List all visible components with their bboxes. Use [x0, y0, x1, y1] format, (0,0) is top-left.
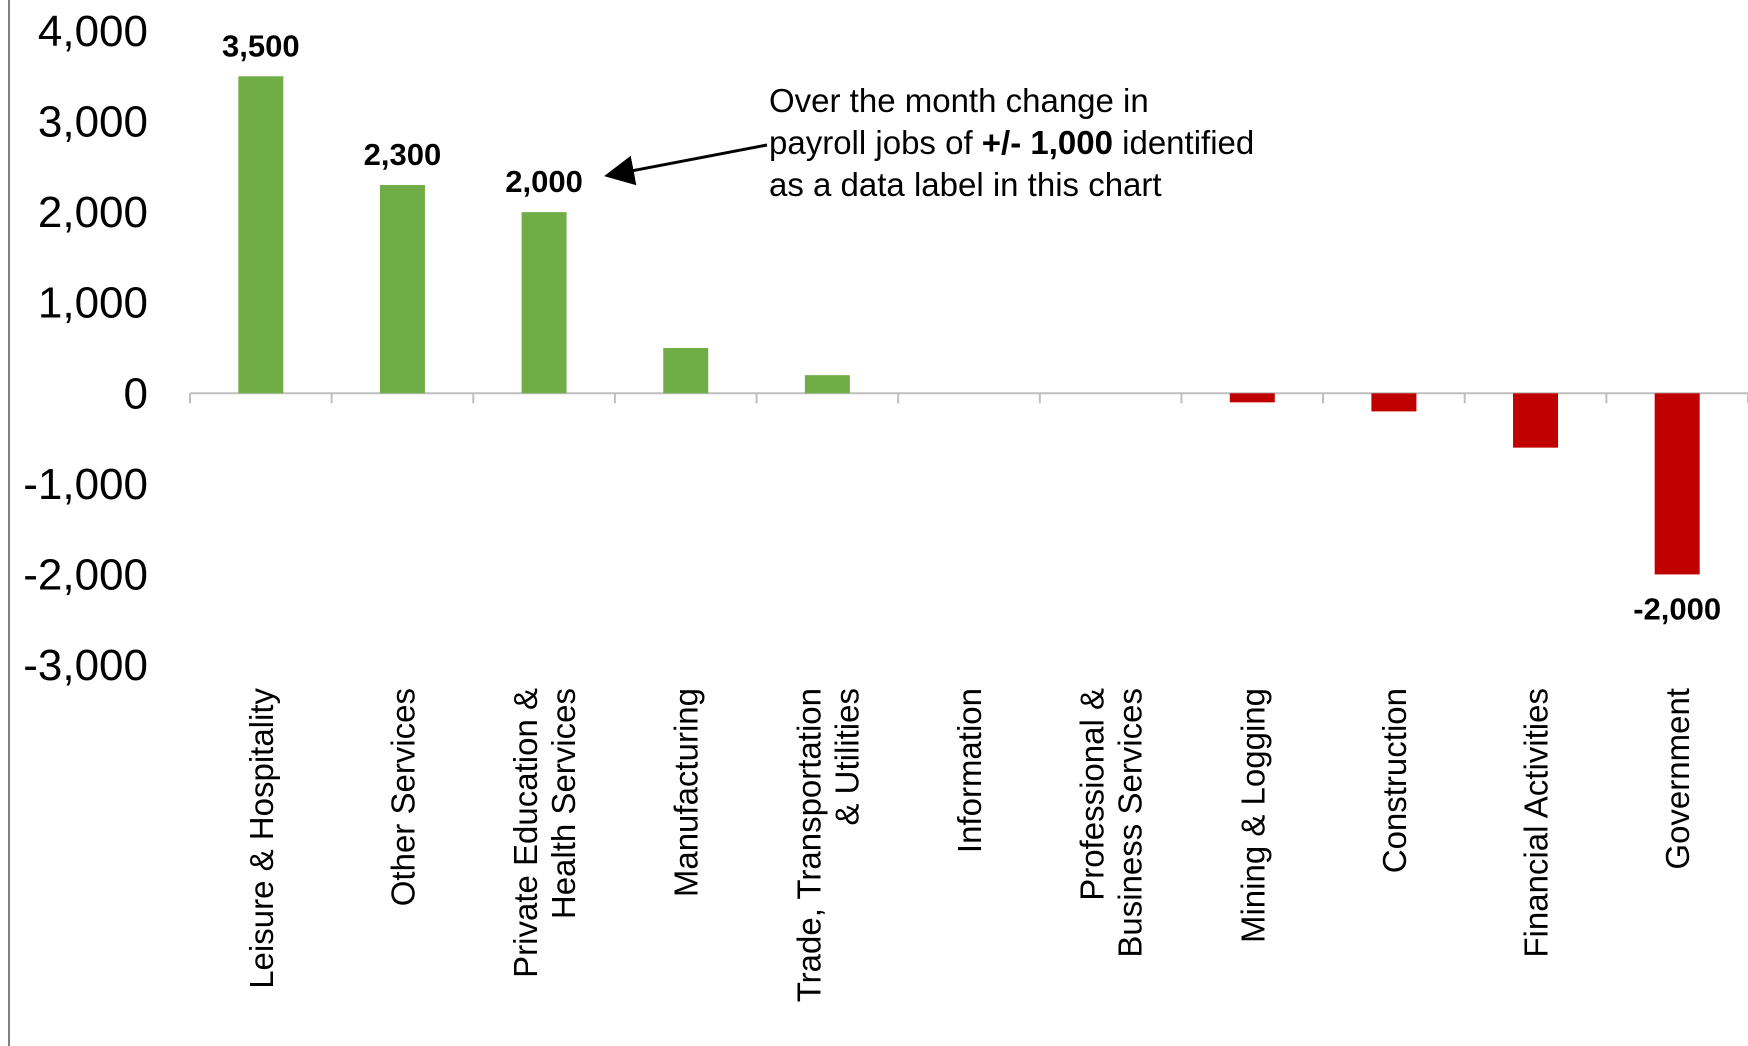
y-tick-label: 2,000 — [38, 188, 148, 237]
data-label: 2,300 — [364, 137, 442, 172]
bar — [663, 348, 709, 394]
y-tick-label: -3,000 — [23, 641, 148, 690]
x-tick-label: Leisure & Hospitality — [243, 688, 280, 989]
x-tick-label: Information — [951, 688, 988, 853]
x-tick-label: Business Services — [1112, 688, 1149, 958]
x-tick-label: Professional & — [1074, 688, 1111, 901]
bar — [1229, 393, 1275, 403]
x-tick-label: Construction — [1376, 688, 1413, 873]
x-tick-label: Private Education & — [507, 688, 544, 978]
bar — [1654, 393, 1700, 575]
y-tick-label: 4,000 — [38, 7, 148, 56]
bar — [804, 375, 850, 394]
annotation: payroll jobs of +/- 1,000 identified — [769, 124, 1254, 161]
annotation-arrow — [604, 143, 768, 186]
y-tick-label: -1,000 — [23, 460, 148, 509]
data-label: -2,000 — [1633, 591, 1721, 626]
x-tick-label: & Utilities — [828, 688, 865, 826]
annotation-segment: as a data label in this chart — [769, 166, 1162, 203]
y-tick-label: 1,000 — [38, 279, 148, 328]
x-tick-label: Mining & Logging — [1234, 688, 1271, 943]
data-label: 2,000 — [505, 164, 583, 199]
annotation-segment: Over the month change in — [769, 82, 1149, 119]
y-tick-label: 0 — [124, 369, 148, 418]
x-tick-label: Health Services — [545, 688, 582, 919]
x-tick-label: Financial Activities — [1518, 688, 1555, 958]
bar — [521, 212, 567, 394]
data-label: 3,500 — [222, 28, 300, 63]
x-tick-label: Government — [1659, 688, 1696, 870]
x-tick-label: Trade, Transportation — [790, 688, 827, 1002]
x-tick-label: Manufacturing — [668, 688, 705, 897]
annotation-segment: payroll jobs of — [769, 124, 982, 161]
bar — [238, 76, 284, 394]
annotation-segment: identified — [1113, 124, 1254, 161]
y-tick-label: 3,000 — [38, 98, 148, 147]
annotation: Over the month change in — [769, 82, 1149, 119]
x-tick-label: Other Services — [384, 688, 421, 906]
annotation: as a data label in this chart — [769, 166, 1162, 203]
y-tick-label: -2,000 — [23, 550, 148, 599]
annotation-segment: +/- 1,000 — [982, 124, 1113, 161]
bar — [1513, 393, 1559, 448]
bar — [379, 184, 425, 394]
bar — [1371, 393, 1417, 412]
